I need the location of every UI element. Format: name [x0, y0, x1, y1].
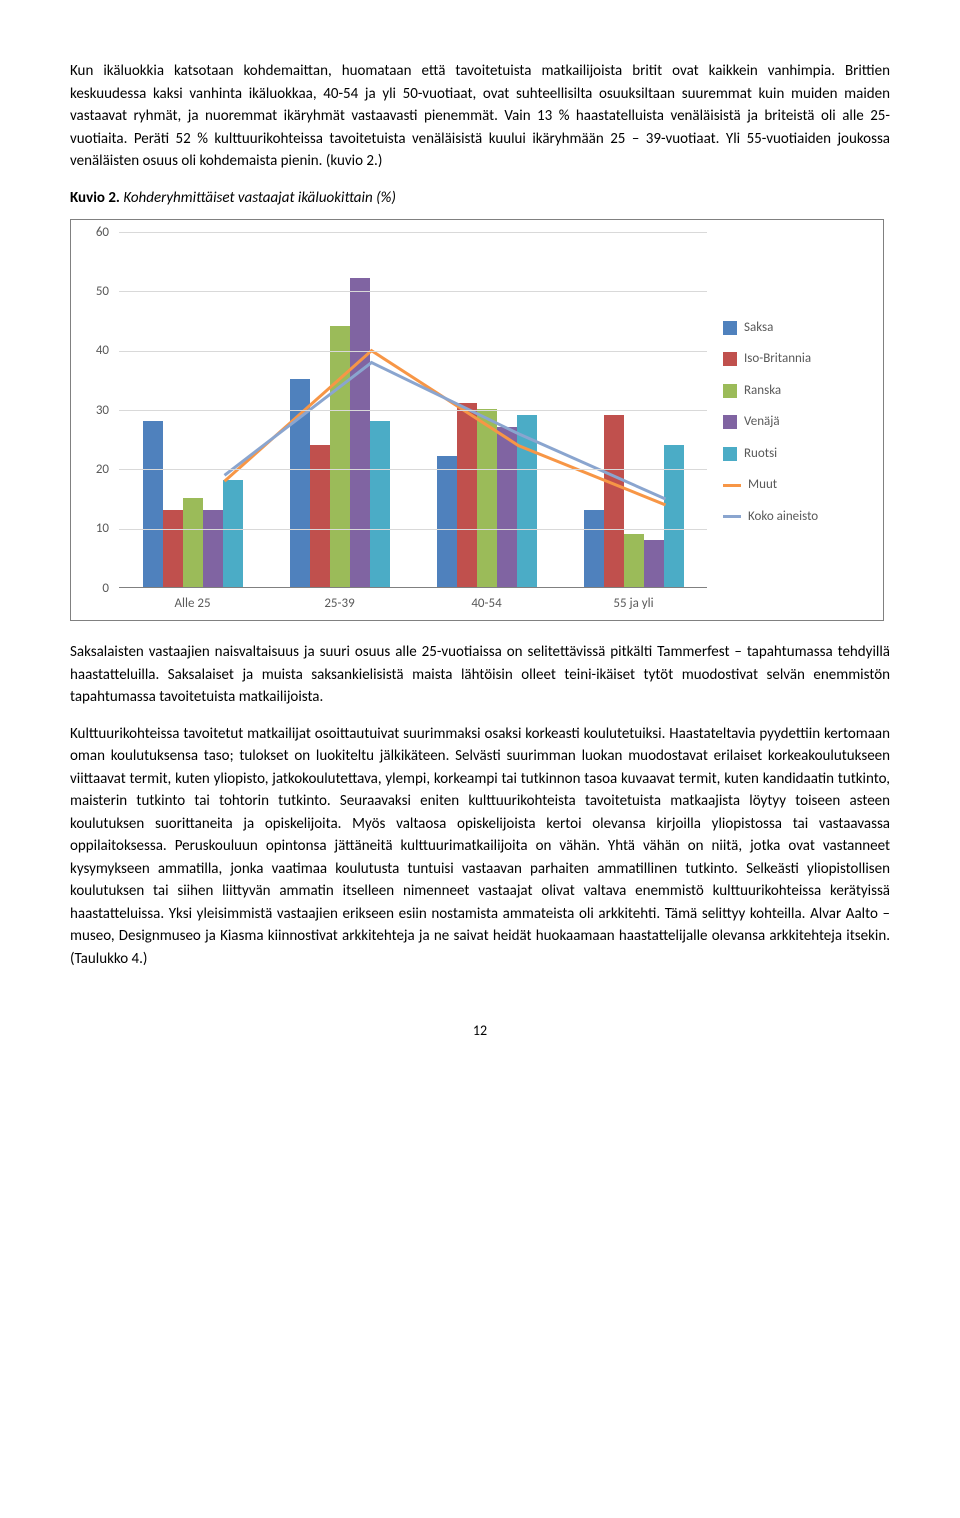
chart-legend: Saksa Iso-Britannia Ranska Venäjä Ruotsi Muut… — [707, 232, 867, 612]
y-tick-label: 60 — [96, 222, 109, 242]
chart-plot-area: 0102030405060 Alle 2525-3940-5455 ja yli — [87, 232, 707, 612]
gridline — [119, 529, 707, 530]
bar — [370, 421, 390, 587]
legend-item: Muut — [723, 475, 867, 495]
caption-text: Kohderyhmittäiset vastaajat ikäluokittai… — [120, 189, 396, 207]
bar-group — [143, 421, 243, 587]
x-tick-label: 40-54 — [471, 594, 501, 614]
legend-line-swatch — [723, 515, 741, 518]
bar-group — [437, 403, 537, 587]
legend-line-swatch — [723, 484, 741, 487]
x-tick-label: Alle 25 — [174, 594, 210, 614]
bar-group — [290, 278, 390, 587]
legend-label: Iso-Britannia — [744, 349, 811, 369]
legend-label: Venäjä — [744, 412, 780, 432]
bar — [143, 421, 163, 587]
y-tick-label: 40 — [96, 341, 109, 361]
legend-label: Ranska — [744, 381, 781, 401]
x-axis-labels: Alle 25 25-39 40-54 55 ja yli — [119, 590, 707, 612]
legend-item: Ruotsi — [723, 444, 867, 464]
legend-swatch — [723, 352, 737, 366]
legend-item: Iso-Britannia — [723, 349, 867, 369]
paragraph-2: Saksalaisten vastaajien naisvaltaisuus j… — [70, 641, 890, 709]
chart-container: 0 10 20 30 40 50 60 Alle 25 25-39 40-54 55 ja yli… — [70, 219, 884, 621]
bar — [350, 278, 370, 587]
bar — [203, 510, 223, 587]
x-tick-label: 55 ja yli — [613, 594, 653, 614]
gridline — [119, 469, 707, 470]
figure-caption: Kuvio 2. Kohderyhmittäiset vastaajat ikä… — [70, 187, 890, 210]
paragraph-1: Kun ikäluokkia katsotaan kohdemaittan, h… — [70, 60, 890, 173]
y-axis: 0102030405060 — [87, 232, 115, 588]
bar — [477, 409, 497, 587]
gridline — [119, 291, 707, 292]
legend-label: Ruotsi — [744, 444, 777, 464]
bar — [604, 415, 624, 587]
bar — [624, 534, 644, 587]
bar — [584, 510, 604, 587]
legend-label: Saksa — [744, 318, 773, 338]
gridline — [119, 351, 707, 352]
caption-label: Kuvio 2. — [70, 189, 120, 207]
bar — [437, 456, 457, 587]
legend-label: Koko aineisto — [748, 507, 818, 527]
legend-item: Saksa — [723, 318, 867, 338]
page-number: 12 — [70, 1020, 890, 1041]
bar — [517, 415, 537, 587]
bar — [310, 445, 330, 587]
legend-swatch — [723, 384, 737, 398]
gridline — [119, 410, 707, 411]
bar — [330, 326, 350, 587]
bar-group — [584, 415, 684, 587]
legend-item: Ranska — [723, 381, 867, 401]
paragraph-3: Kulttuurikohteissa tavoitetut matkailija… — [70, 723, 890, 971]
legend-label: Muut — [748, 475, 777, 495]
legend-swatch — [723, 415, 737, 429]
bar — [183, 498, 203, 587]
y-tick-label: 30 — [96, 400, 109, 420]
gridline — [119, 232, 707, 233]
bar — [457, 403, 477, 587]
bar — [223, 480, 243, 587]
legend-swatch — [723, 321, 737, 335]
y-tick-label: 10 — [96, 519, 109, 539]
bar — [163, 510, 183, 587]
y-tick-label: 50 — [96, 282, 109, 302]
y-tick-label: 0 — [102, 578, 109, 598]
bar — [644, 540, 664, 587]
legend-item: Koko aineisto — [723, 507, 867, 527]
legend-item: Venäjä — [723, 412, 867, 432]
y-tick-label: 20 — [96, 460, 109, 480]
x-tick-label: 25-39 — [324, 594, 354, 614]
bar — [497, 427, 517, 587]
legend-swatch — [723, 447, 737, 461]
bar — [664, 445, 684, 587]
